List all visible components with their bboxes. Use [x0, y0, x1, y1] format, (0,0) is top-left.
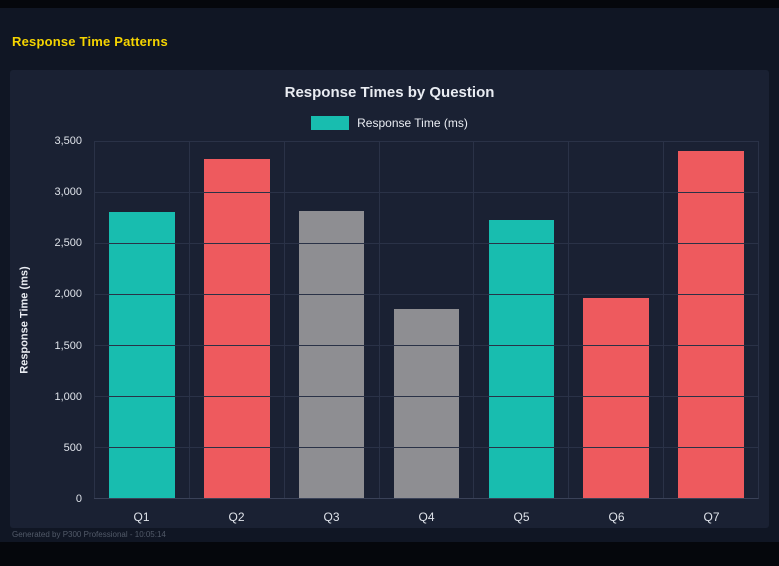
- bar-columns: [94, 141, 758, 498]
- y-tick-label: 3,500: [54, 135, 82, 147]
- x-tick-label-q1: Q1: [133, 510, 150, 524]
- bar-q1[interactable]: [109, 212, 175, 498]
- gridline: [94, 294, 758, 295]
- y-axis-label: Response Time (ms): [19, 266, 32, 374]
- y-tick-label: 2,500: [54, 237, 82, 250]
- bar-column-q7: [663, 141, 758, 498]
- chart-panel: Response Times by Question Response Time…: [10, 70, 769, 528]
- y-axis-label-wrap: Response Time (ms): [10, 141, 40, 499]
- x-tick-label-q5: Q5: [513, 510, 530, 524]
- x-tick-label-q6: Q6: [608, 510, 625, 524]
- y-tick-label: 500: [63, 441, 82, 454]
- gridline: [94, 447, 758, 448]
- x-axis-labels: Q1 Q2 Q3 Q4 Q5 Q6 Q7: [94, 510, 759, 524]
- chart-title: Response Times by Question: [284, 84, 495, 101]
- plot-area: [94, 141, 759, 499]
- x-tick-label-q2: Q2: [228, 510, 245, 524]
- bar-q3[interactable]: [298, 211, 365, 498]
- x-tick-label-q3: Q3: [323, 510, 340, 524]
- x-tick-label-q4: Q4: [418, 510, 435, 524]
- page-title: Response Time Patterns: [12, 34, 168, 49]
- gridline: [94, 396, 758, 397]
- y-tick-label: 2,000: [54, 288, 82, 301]
- bar-q6[interactable]: [583, 298, 650, 498]
- bar-column-q1: [94, 141, 189, 498]
- bar-column-q5: [473, 141, 568, 498]
- bar-column-q4: [378, 141, 474, 498]
- legend-label: Response Time (ms): [357, 116, 468, 130]
- y-tick-label: 0: [75, 493, 82, 505]
- y-axis-ticks: 0 500 1,000 1,500 2,000 2,500 3,000 3,500: [40, 135, 88, 505]
- gridline: [94, 192, 758, 193]
- bar-q7[interactable]: [678, 151, 744, 498]
- bar-column-q6: [568, 141, 663, 498]
- bar-q4[interactable]: [393, 309, 460, 498]
- page-background: Response Time Patterns Response Times by…: [0, 8, 779, 542]
- y-tick-label: 1,500: [54, 339, 82, 352]
- x-tick-label-q7: Q7: [703, 510, 720, 524]
- bar-q5[interactable]: [488, 219, 555, 498]
- bar-column-q3: [283, 141, 379, 498]
- legend-item[interactable]: Response Time (ms): [10, 116, 769, 130]
- bar-column-q2: [188, 141, 284, 498]
- gridline: [94, 345, 758, 346]
- bar-q2[interactable]: [203, 159, 270, 498]
- gridline: [94, 141, 758, 142]
- gridline: [94, 243, 758, 244]
- footer-text: Generated by P300 Professional - 10:05:1…: [12, 530, 166, 539]
- legend-swatch: [311, 116, 350, 130]
- y-tick-label: 1,000: [54, 390, 82, 403]
- y-tick-label: 3,000: [54, 186, 82, 199]
